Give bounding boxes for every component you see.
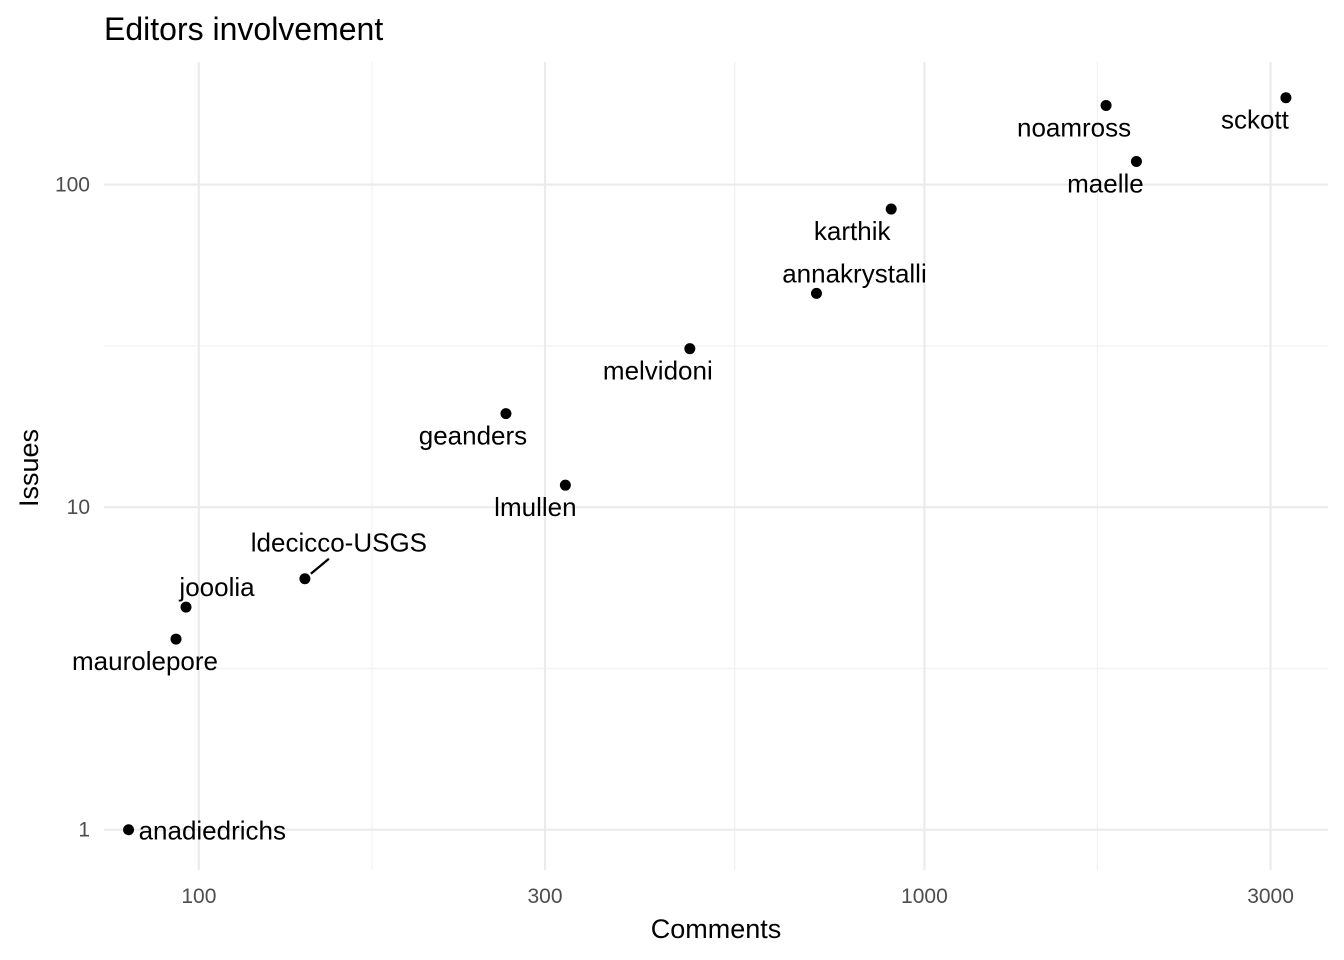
data-points bbox=[123, 92, 1292, 836]
point-label-jooolia: jooolia bbox=[178, 572, 255, 602]
data-point-annakrystalli bbox=[810, 287, 822, 299]
y-axis-title: Issues bbox=[14, 429, 44, 507]
chart-title: Editors involvement bbox=[104, 11, 383, 47]
point-label-maelle: maelle bbox=[1067, 168, 1144, 198]
x-tick-label: 3000 bbox=[1247, 885, 1294, 908]
x-axis-ticks: 100 300 1000 3000 bbox=[181, 885, 1294, 908]
data-point-maurolepore bbox=[170, 633, 182, 645]
point-label-ldecicco-USGS: ldecicco-USGS bbox=[251, 528, 427, 558]
x-tick-label: 1000 bbox=[901, 885, 948, 908]
data-point-maelle bbox=[1130, 155, 1142, 167]
data-point-noamross bbox=[1100, 99, 1112, 111]
data-point-sckott bbox=[1280, 92, 1292, 104]
connector-ldecicco-USGS bbox=[310, 557, 330, 575]
y-tick-label: 100 bbox=[55, 174, 90, 197]
data-point-karthik bbox=[885, 203, 897, 215]
data-point-ldecicco-USGS bbox=[299, 573, 311, 585]
grid bbox=[104, 62, 1328, 870]
point-label-karthik: karthik bbox=[814, 216, 892, 246]
point-label-annakrystalli: annakrystalli bbox=[782, 258, 927, 288]
x-tick-label: 300 bbox=[528, 885, 563, 908]
y-tick-label: 1 bbox=[78, 819, 90, 842]
data-point-anadiedrichs bbox=[123, 824, 135, 836]
data-point-melvidoni bbox=[684, 343, 696, 355]
point-label-melvidoni: melvidoni bbox=[603, 356, 713, 386]
x-axis-title: Comments bbox=[651, 914, 782, 944]
point-label-maurolepore: maurolepore bbox=[72, 646, 218, 676]
y-axis-ticks: 1 10 100 bbox=[55, 174, 90, 842]
point-label-sckott: sckott bbox=[1221, 105, 1290, 135]
y-tick-label: 10 bbox=[67, 496, 90, 519]
x-tick-label: 100 bbox=[181, 885, 216, 908]
point-label-noamross: noamross bbox=[1017, 112, 1131, 142]
point-label-lmullen: lmullen bbox=[494, 492, 576, 522]
point-labels: anadiedrichs maurolepore jooolia ldecicco-U… bbox=[72, 105, 1290, 846]
data-point-geanders bbox=[500, 408, 512, 420]
data-point-lmullen bbox=[559, 479, 571, 491]
point-label-geanders: geanders bbox=[419, 421, 527, 451]
data-point-jooolia bbox=[180, 601, 192, 613]
label-connectors bbox=[310, 557, 330, 575]
point-label-anadiedrichs: anadiedrichs bbox=[139, 816, 286, 846]
